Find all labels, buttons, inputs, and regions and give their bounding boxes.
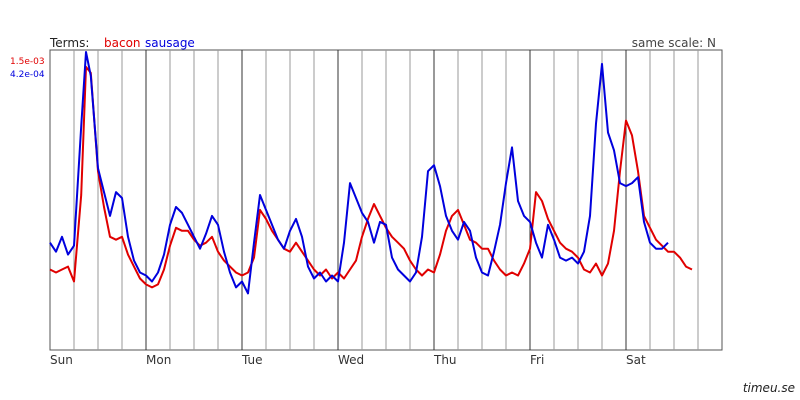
- series-lines: [49, 51, 693, 295]
- bacon-series-line: [49, 65, 693, 289]
- gridlines: [73, 50, 699, 350]
- brand-watermark: timeu.se: [743, 381, 795, 395]
- x-tick-label: Wed: [338, 353, 364, 367]
- x-tick-label: Sun: [50, 353, 73, 367]
- x-tick-label: Mon: [146, 353, 171, 367]
- x-tick-label: Thu: [433, 353, 457, 367]
- same-scale-toggle[interactable]: same scale: N: [632, 36, 716, 50]
- terms-label: Terms:: [49, 36, 89, 50]
- x-tick-label: Sat: [626, 353, 646, 367]
- x-axis-labels: Sun Mon Tue Wed Thu Fri Sat: [50, 353, 646, 367]
- legend-bacon[interactable]: bacon: [104, 36, 141, 50]
- sausage-series-line: [49, 51, 669, 295]
- bacon-scale-max: 1.5e-03: [10, 57, 45, 67]
- x-tick-label: Fri: [530, 353, 544, 367]
- sausage-scale-max: 4.2e-04: [10, 70, 45, 80]
- x-tick-label: Tue: [241, 353, 263, 367]
- legend-sausage[interactable]: sausage: [145, 36, 195, 50]
